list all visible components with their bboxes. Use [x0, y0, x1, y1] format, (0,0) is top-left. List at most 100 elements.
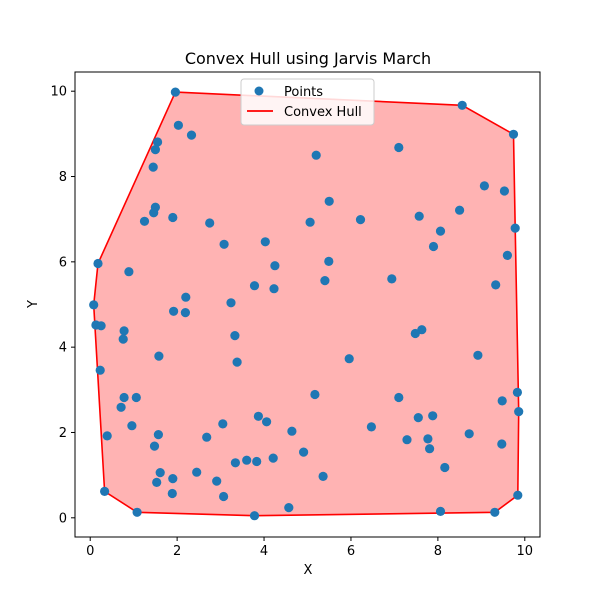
legend-box: [240, 78, 375, 126]
data-point: [212, 476, 222, 486]
data-point: [218, 419, 228, 429]
data-point: [116, 402, 126, 412]
plot-area: [75, 72, 540, 537]
legend-points-label: Points: [284, 85, 323, 100]
points-layer: [89, 87, 524, 521]
data-point: [168, 474, 178, 484]
data-point: [311, 150, 321, 160]
data-point: [260, 237, 270, 247]
y-tick-label: 8: [59, 170, 67, 185]
data-point: [428, 411, 438, 421]
data-point: [124, 267, 134, 277]
data-point: [268, 453, 278, 463]
data-point: [219, 491, 229, 502]
data-point: [132, 507, 142, 517]
data-point: [119, 326, 129, 336]
data-point: [287, 426, 297, 436]
data-point: [402, 435, 412, 445]
data-point: [230, 458, 240, 468]
data-point: [148, 162, 158, 172]
data-point: [324, 196, 334, 206]
y-tick-label: 6: [59, 255, 67, 270]
data-point: [249, 511, 260, 521]
data-point: [344, 354, 354, 364]
data-point: [154, 351, 164, 361]
data-point: [497, 396, 507, 406]
data-point: [168, 212, 178, 223]
x-axis-label: X: [304, 563, 313, 578]
x-tick-label: 8: [434, 544, 442, 559]
data-point: [299, 447, 309, 457]
plot-frame: [74, 71, 541, 538]
data-point: [284, 503, 294, 513]
data-point: [202, 432, 212, 442]
data-point: [497, 439, 507, 449]
data-point: [89, 300, 99, 310]
data-point: [324, 256, 334, 266]
y-tick-label: 0: [59, 511, 67, 526]
data-point: [366, 422, 376, 432]
data-point: [464, 429, 474, 439]
x-tick-label: 6: [347, 544, 355, 559]
legend-hull-label: Convex Hull: [284, 105, 362, 120]
data-point: [127, 421, 137, 431]
data-point: [499, 186, 509, 196]
legend-points-marker: [254, 86, 264, 96]
data-point: [394, 142, 404, 153]
data-point: [423, 434, 433, 444]
data-point: [425, 444, 435, 454]
y-axis-label: Y: [26, 300, 41, 309]
y-axis-ticks: 0 2 4 6 8 10: [50, 85, 75, 526]
data-point: [181, 292, 191, 302]
data-point: [355, 215, 366, 225]
data-point: [490, 507, 500, 517]
data-point: [310, 389, 320, 400]
data-point: [232, 357, 242, 367]
data-point: [428, 241, 439, 252]
x-tick-label: 10: [517, 544, 534, 559]
data-point: [149, 208, 159, 218]
data-point: [226, 298, 236, 308]
data-point: [180, 308, 190, 318]
data-point: [93, 258, 103, 269]
data-point: [249, 281, 260, 291]
data-point: [508, 129, 519, 139]
data-point: [169, 306, 179, 316]
data-point: [139, 216, 150, 226]
data-point: [102, 431, 112, 441]
data-point: [252, 456, 262, 467]
data-point: [491, 280, 501, 290]
x-tick-label: 0: [86, 544, 94, 559]
data-point: [410, 328, 420, 339]
y-tick-label: 10: [50, 85, 67, 100]
y-tick-label: 4: [59, 341, 67, 356]
data-point: [173, 120, 183, 130]
data-point: [167, 488, 177, 499]
data-point: [205, 218, 215, 228]
y-tick-label: 2: [59, 426, 67, 441]
data-point: [270, 261, 280, 271]
data-point: [242, 455, 252, 465]
data-point: [513, 490, 523, 500]
data-point: [414, 211, 424, 221]
data-point: [230, 331, 240, 341]
data-point: [502, 250, 512, 260]
data-point: [510, 223, 520, 233]
data-point: [186, 130, 197, 140]
data-point: [119, 392, 129, 403]
data-point: [269, 284, 279, 294]
data-point: [150, 145, 160, 155]
data-point: [153, 430, 163, 440]
x-tick-label: 2: [173, 544, 181, 559]
data-point: [170, 87, 180, 97]
data-point: [153, 137, 163, 147]
data-point: [152, 477, 162, 487]
convex-hull-fill: [93, 92, 519, 516]
data-point: [387, 274, 397, 284]
data-point: [253, 411, 263, 421]
data-point: [479, 181, 489, 191]
data-point: [95, 365, 105, 375]
data-point: [100, 486, 110, 496]
data-point: [96, 321, 106, 331]
